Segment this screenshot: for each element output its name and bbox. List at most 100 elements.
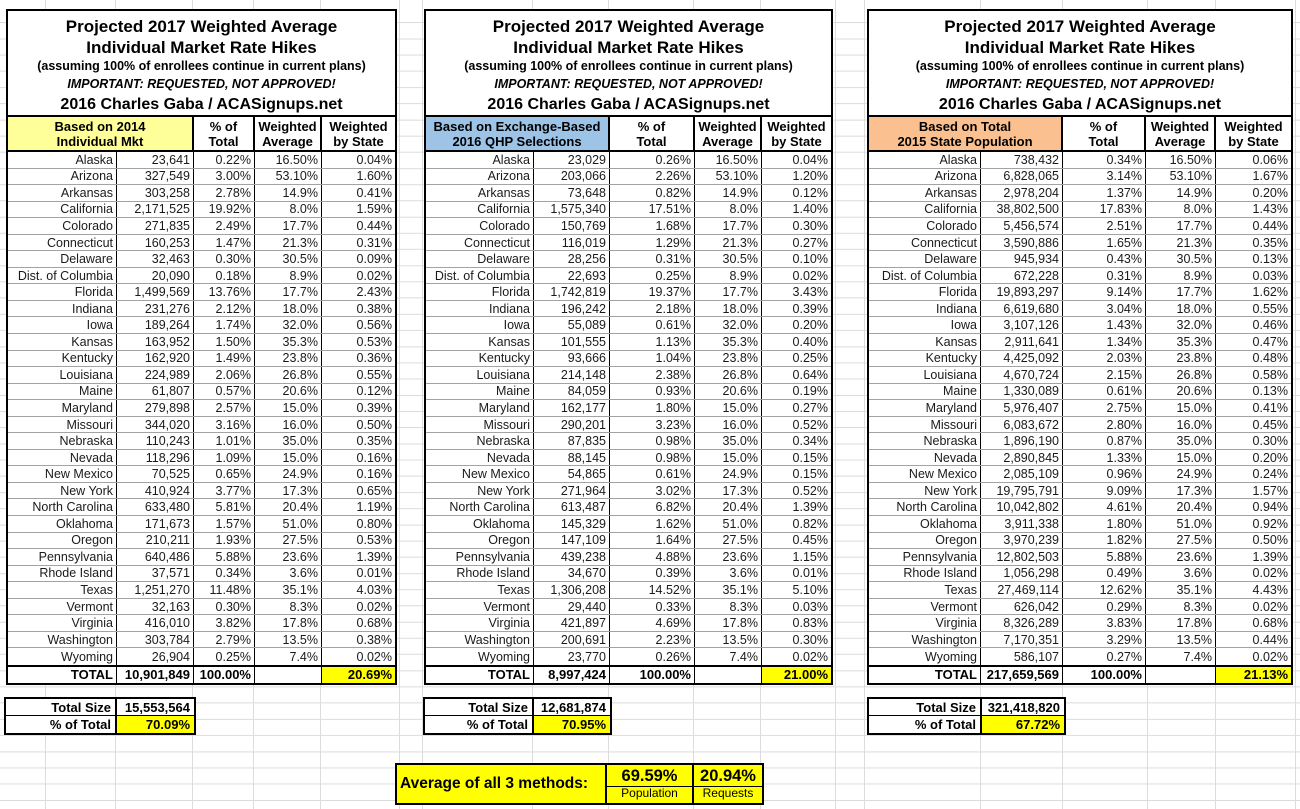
weighted-average-cell[interactable]: 16.50% (1146, 152, 1216, 168)
state-cell[interactable]: Oregon (426, 532, 534, 549)
pct-of-total-cell[interactable]: 19.37% (610, 284, 695, 300)
value-cell[interactable]: 19,893,297 (981, 284, 1063, 300)
weighted-average-cell[interactable]: 20.6% (695, 383, 762, 400)
pct-of-total-cell[interactable]: 2.38% (610, 367, 695, 383)
weighted-average-cell[interactable]: 27.5% (255, 532, 322, 549)
weighted-average-cell[interactable]: 3.6% (695, 565, 762, 582)
weighted-average-cell[interactable]: 20.4% (695, 499, 762, 516)
state-cell[interactable]: Texas (426, 582, 534, 598)
value-cell[interactable]: 55,089 (534, 317, 610, 334)
pct-of-total-cell[interactable]: 1.09% (194, 449, 255, 466)
pct-of-total-cell[interactable]: 2.15% (1063, 367, 1146, 383)
weighted-average-cell[interactable]: 17.3% (255, 482, 322, 499)
value-cell[interactable]: 5,976,407 (981, 400, 1063, 416)
state-cell[interactable]: Kentucky (426, 350, 534, 367)
weighted-average-cell[interactable]: 21.3% (255, 234, 322, 251)
state-cell[interactable]: Maryland (8, 400, 117, 416)
value-cell[interactable]: 6,619,680 (981, 300, 1063, 317)
header-weighted-by-state[interactable]: Weighted by State (762, 117, 831, 150)
pct-of-total-cell[interactable]: 13.76% (194, 284, 255, 300)
value-cell[interactable]: 2,978,204 (981, 185, 1063, 201)
pct-of-total-cell[interactable]: 0.61% (1063, 383, 1146, 400)
weighted-average-cell[interactable]: 17.7% (695, 284, 762, 300)
state-cell[interactable]: Arkansas (869, 185, 981, 201)
weighted-average-cell[interactable]: 32.0% (695, 317, 762, 334)
value-cell[interactable]: 231,276 (117, 300, 194, 317)
state-cell[interactable]: Washington (426, 631, 534, 648)
pct-of-total-cell[interactable]: 3.16% (194, 416, 255, 433)
pct-of-total-cell[interactable]: 0.87% (1063, 433, 1146, 449)
pct-of-total-cell[interactable]: 2.23% (610, 631, 695, 648)
weighted-average-cell[interactable]: 17.7% (695, 218, 762, 234)
pct-of-total-cell[interactable]: 3.29% (1063, 631, 1146, 648)
value-cell[interactable]: 27,469,114 (981, 582, 1063, 598)
weighted-by-state-cell[interactable]: 0.15% (792, 467, 828, 482)
state-cell[interactable]: Nevada (8, 449, 117, 466)
weighted-by-state-cell[interactable]: 0.50% (356, 417, 392, 432)
state-cell[interactable]: Kansas (426, 334, 534, 350)
weighted-average-cell[interactable]: 18.0% (695, 300, 762, 317)
state-cell[interactable]: Virginia (426, 615, 534, 631)
state-cell[interactable]: Nebraska (869, 433, 981, 449)
state-cell[interactable]: California (8, 201, 117, 218)
header-basis-cell[interactable]: Based on Total 2015 State Population (869, 117, 1063, 150)
table-title-cell[interactable]: Projected 2017 Weighted Average Individu… (8, 11, 395, 117)
pct-of-total-cell[interactable]: 1.64% (610, 532, 695, 549)
pct-of-total-cell[interactable]: 9.09% (1063, 482, 1146, 499)
value-cell[interactable]: 633,480 (117, 499, 194, 516)
weighted-by-state-cell[interactable]: 0.13% (1252, 252, 1288, 267)
weighted-average-cell[interactable]: 27.5% (1146, 532, 1216, 549)
value-cell[interactable]: 84,059 (534, 383, 610, 400)
total-wavg-cell[interactable] (695, 666, 762, 683)
pct-of-total-label[interactable]: % of Total (869, 716, 982, 733)
weighted-average-cell[interactable]: 8.9% (255, 267, 322, 284)
pct-of-total-cell[interactable]: 3.14% (1063, 168, 1146, 185)
weighted-by-state-cell[interactable]: 1.15% (792, 549, 828, 564)
weighted-by-state-cell[interactable]: 0.46% (1252, 318, 1288, 333)
value-cell[interactable]: 224,989 (117, 367, 194, 383)
weighted-average-cell[interactable]: 20.6% (255, 383, 322, 400)
value-cell[interactable]: 6,083,672 (981, 416, 1063, 433)
value-cell[interactable]: 2,171,525 (117, 201, 194, 218)
weighted-by-state-cell[interactable]: 0.50% (1252, 533, 1288, 548)
weighted-by-state-cell[interactable]: 0.55% (356, 367, 392, 382)
pct-of-total-cell[interactable]: 1.57% (194, 516, 255, 532)
state-cell[interactable]: Arizona (426, 168, 534, 185)
weighted-by-state-cell[interactable]: 0.80% (356, 516, 392, 531)
weighted-by-state-cell[interactable]: 0.16% (356, 467, 392, 482)
weighted-by-state-cell[interactable]: 4.03% (356, 582, 392, 597)
header-basis-cell[interactable]: Based on Exchange-Based 2016 QHP Selectio… (426, 117, 610, 150)
weighted-by-state-cell[interactable]: 0.82% (792, 516, 828, 531)
state-cell[interactable]: Delaware (426, 251, 534, 267)
pct-of-total-cell[interactable]: 11.48% (194, 582, 255, 598)
state-cell[interactable]: Nevada (869, 449, 981, 466)
value-cell[interactable]: 738,432 (981, 152, 1063, 168)
weighted-average-cell[interactable]: 8.0% (255, 201, 322, 218)
table-title-cell[interactable]: Projected 2017 Weighted Average Individu… (426, 11, 831, 117)
value-cell[interactable]: 4,670,724 (981, 367, 1063, 383)
state-cell[interactable]: Wyoming (8, 648, 117, 665)
value-cell[interactable]: 162,177 (534, 400, 610, 416)
pct-of-total-cell[interactable]: 5.88% (194, 549, 255, 565)
weighted-average-cell[interactable]: 23.6% (1146, 549, 1216, 565)
total-size-value[interactable]: 15,553,564 (124, 699, 190, 715)
state-cell[interactable]: Oklahoma (8, 516, 117, 532)
weighted-average-cell[interactable]: 23.6% (255, 549, 322, 565)
value-cell[interactable]: 203,066 (534, 168, 610, 185)
weighted-average-cell[interactable]: 18.0% (1146, 300, 1216, 317)
weighted-by-state-cell[interactable]: 0.38% (356, 301, 392, 316)
weighted-average-cell[interactable]: 17.7% (1146, 218, 1216, 234)
weighted-average-cell[interactable]: 8.3% (1146, 598, 1216, 615)
value-cell[interactable]: 20,090 (117, 267, 194, 284)
value-cell[interactable]: 1,306,208 (534, 582, 610, 598)
weighted-by-state-cell[interactable]: 0.36% (356, 351, 392, 366)
weighted-average-cell[interactable]: 23.8% (695, 350, 762, 367)
pct-of-total-cell[interactable]: 1.47% (194, 234, 255, 251)
state-cell[interactable]: Washington (869, 631, 981, 648)
state-cell[interactable]: Wyoming (426, 648, 534, 665)
pct-of-total-cell[interactable]: 0.82% (610, 185, 695, 201)
weighted-by-state-cell[interactable]: 0.20% (792, 318, 828, 333)
value-cell[interactable]: 145,329 (534, 516, 610, 532)
weighted-by-state-cell[interactable]: 0.03% (1252, 268, 1288, 283)
weighted-average-cell[interactable]: 16.0% (1146, 416, 1216, 433)
